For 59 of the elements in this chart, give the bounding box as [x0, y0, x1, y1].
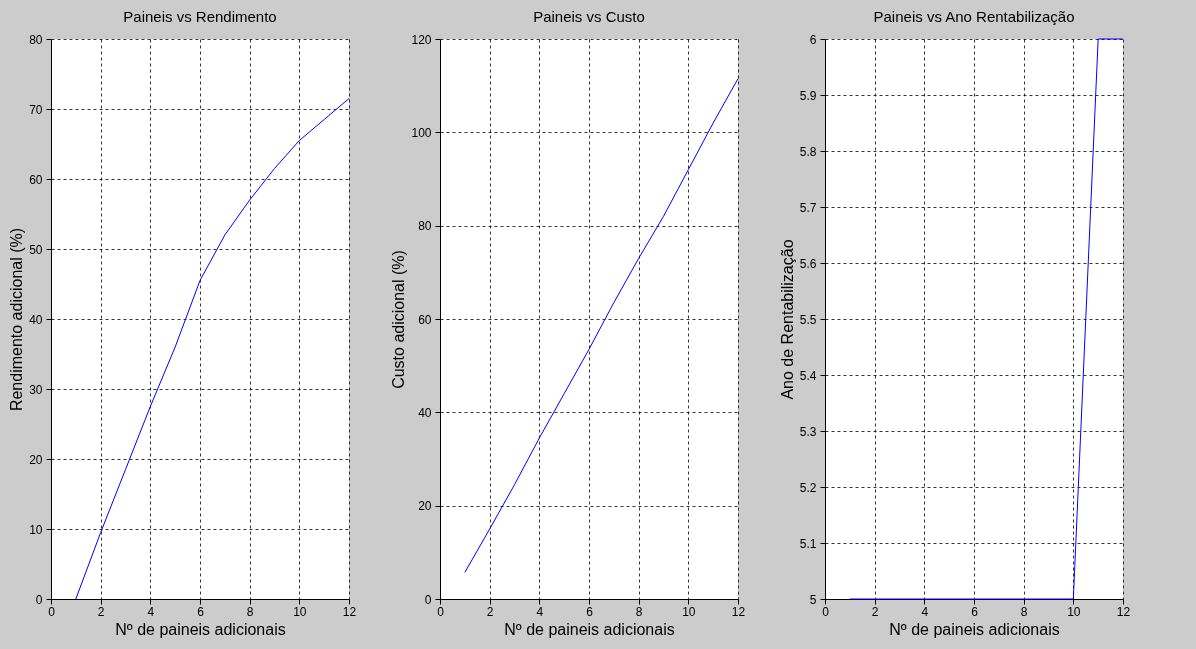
y-tick-label: 120: [411, 32, 432, 47]
y-tick-label: 60: [418, 312, 432, 327]
x-tick-label: 6: [971, 604, 979, 619]
y-tick-label: 20: [418, 499, 432, 514]
x-tick-label: 12: [731, 604, 746, 619]
x-tick-label: 8: [1020, 604, 1028, 619]
x-tick-label: 8: [635, 604, 643, 619]
y-tick-label: 50: [29, 242, 43, 257]
y-tick-label: 70: [29, 102, 43, 117]
y-axis-title: Rendimento adicional (%): [8, 227, 26, 412]
x-tick-label: 0: [822, 604, 830, 619]
y-tick-label: 5.3: [799, 424, 817, 439]
x-axis-title: Nº de paineis adicionais: [889, 620, 1060, 638]
y-tick-label: 80: [418, 219, 432, 234]
y-tick-label: 5.2: [799, 480, 817, 495]
y-tick-label: 5.8: [799, 144, 817, 159]
y-tick-label: 5.6: [799, 256, 817, 271]
y-tick-label: 100: [411, 125, 432, 140]
chart-title: Paineis vs Rendimento: [123, 8, 277, 25]
x-tick-label: 12: [1116, 604, 1131, 619]
y-axis-title: Custo adicional (%): [390, 250, 408, 389]
x-tick-label: 4: [536, 604, 544, 619]
y-tick-label: 20: [29, 452, 43, 467]
x-tick-label: 2: [871, 604, 879, 619]
x-tick-label: 10: [1067, 604, 1081, 619]
x-axis-title: Nº de paineis adicionais: [504, 620, 675, 638]
y-tick-label: 40: [29, 312, 43, 327]
y-tick-label: 10: [29, 522, 43, 537]
y-tick-label: 5.5: [799, 312, 817, 327]
x-tick-label: 4: [147, 604, 155, 619]
chart-title: Paineis vs Custo: [533, 8, 645, 25]
y-tick-label: 5: [809, 592, 817, 607]
y-tick-label: 80: [29, 32, 43, 47]
y-tick-label: 0: [35, 592, 43, 607]
line-series: [464, 78, 739, 573]
x-axis-title: Nº de paineis adicionais: [115, 620, 286, 638]
y-tick-label: 5.4: [799, 368, 817, 383]
x-tick-label: 6: [586, 604, 594, 619]
x-tick-label: 4: [921, 604, 929, 619]
y-tick-label: 60: [29, 172, 43, 187]
x-tick-label: 10: [682, 604, 696, 619]
x-tick-label: 8: [246, 604, 254, 619]
chart-title: Paineis vs Ano Rentabilização: [873, 8, 1075, 25]
y-tick-label: 30: [29, 382, 43, 397]
x-tick-label: 12: [342, 604, 357, 619]
y-tick-label: 5.9: [799, 88, 817, 103]
y-tick-label: 5.1: [799, 536, 817, 551]
x-tick-label: 2: [97, 604, 105, 619]
y-tick-label: 0: [424, 592, 432, 607]
y-tick-label: 5.7: [799, 200, 817, 215]
y-axis-title: Ano de Rentabilização: [778, 239, 796, 400]
x-tick-label: 10: [293, 604, 307, 619]
x-tick-label: 0: [48, 604, 56, 619]
x-tick-label: 6: [197, 604, 205, 619]
line-series: [75, 98, 350, 600]
x-tick-label: 2: [486, 604, 494, 619]
y-tick-label: 6: [809, 32, 817, 47]
x-tick-label: 0: [437, 604, 445, 619]
y-tick-label: 40: [418, 405, 432, 420]
